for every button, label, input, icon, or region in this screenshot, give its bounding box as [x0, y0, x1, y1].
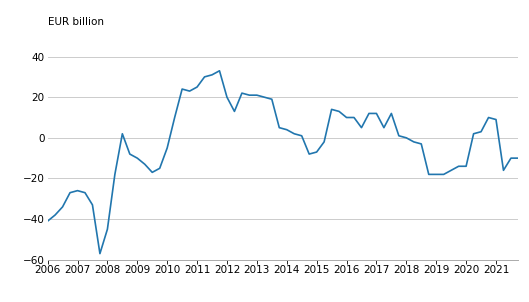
Text: EUR billion: EUR billion: [48, 17, 104, 27]
